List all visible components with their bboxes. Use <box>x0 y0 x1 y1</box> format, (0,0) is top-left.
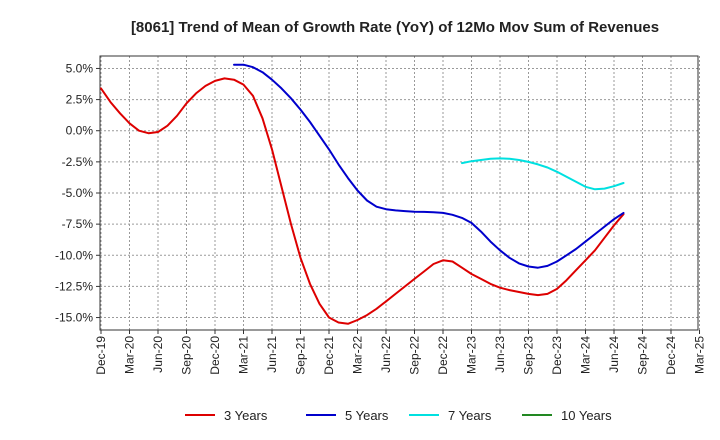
y-axis-ticks: 5.0% 2.5% 0.0% -2.5% -5.0% -7.5% -10.0% -12.5% -… <box>55 61 100 325</box>
legend-label-10-years: 10 Years <box>561 408 612 423</box>
x-tick-label: Dec-19 <box>94 336 108 375</box>
legend: 3 Years 5 Years 7 Years 10 Years <box>185 408 612 423</box>
x-tick-label: Sep-20 <box>180 336 194 375</box>
y-tick-label: -5.0% <box>62 186 94 200</box>
series-line-5-years <box>233 63 625 269</box>
x-axis-ticks: Dec-19 Mar-20 Jun-20 Sep-20 Dec-20 Mar-21 Jun-… <box>94 330 707 375</box>
x-tick-label: Sep-21 <box>294 336 308 375</box>
x-tick-label: Jun-21 <box>265 336 279 373</box>
y-tick-label: 0.0% <box>66 124 94 138</box>
gridlines <box>100 56 700 330</box>
y-tick-label: -7.5% <box>62 217 94 231</box>
x-tick-label: Sep-22 <box>408 336 422 375</box>
y-tick-label: -2.5% <box>62 155 94 169</box>
y-tick-label: -15.0% <box>55 311 93 325</box>
y-tick-label: -12.5% <box>55 279 93 293</box>
y-tick-label: 2.5% <box>66 93 94 107</box>
x-tick-label: Dec-21 <box>322 336 336 375</box>
y-tick-label: 5.0% <box>66 61 94 75</box>
x-tick-label: Jun-23 <box>493 336 507 373</box>
x-tick-label: Jun-24 <box>607 336 621 373</box>
x-tick-label: Sep-24 <box>636 336 650 375</box>
x-tick-label: Dec-23 <box>550 336 564 375</box>
x-tick-label: Jun-20 <box>151 336 165 373</box>
legend-label-7-years: 7 Years <box>448 408 492 423</box>
x-tick-label: Dec-24 <box>664 336 678 375</box>
x-tick-label: Mar-24 <box>579 336 593 374</box>
series-line-3-years <box>100 77 625 325</box>
series-line-7-years <box>461 157 625 191</box>
x-tick-label: Mar-23 <box>465 336 479 374</box>
series-lines <box>100 63 625 325</box>
x-tick-label: Mar-22 <box>351 336 365 374</box>
x-tick-label: Dec-20 <box>208 336 222 375</box>
x-tick-label: Mar-20 <box>123 336 137 374</box>
y-tick-label: -10.0% <box>55 248 93 262</box>
x-tick-label: Sep-23 <box>522 336 536 375</box>
legend-label-5-years: 5 Years <box>345 408 389 423</box>
legend-label-3-years: 3 Years <box>224 408 268 423</box>
x-tick-label: Dec-22 <box>436 336 450 375</box>
x-tick-label: Mar-25 <box>693 336 707 374</box>
chart-title: [8061] Trend of Mean of Growth Rate (YoY… <box>131 19 659 36</box>
x-tick-label: Mar-21 <box>237 336 251 374</box>
x-tick-label: Jun-22 <box>379 336 393 373</box>
